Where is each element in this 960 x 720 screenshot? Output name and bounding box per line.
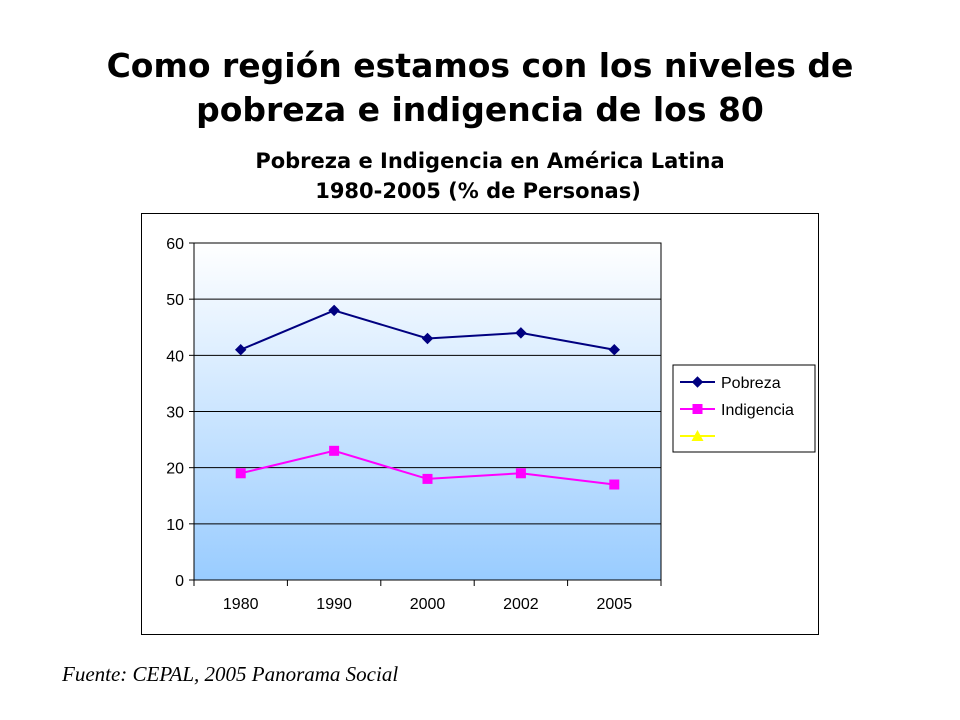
point-indigencia-1990 bbox=[329, 445, 340, 456]
slide-title: Como región estamos con los niveles de p… bbox=[40, 44, 920, 132]
y-tick-label-0: 0 bbox=[175, 573, 184, 590]
y-tick-label-40: 40 bbox=[166, 348, 184, 365]
legend-marker-1 bbox=[692, 404, 703, 414]
y-tick-label-20: 20 bbox=[166, 461, 184, 478]
point-pobreza-1990 bbox=[328, 304, 340, 317]
chart-title-line-2: 1980-2005 (% de Personas) bbox=[315, 179, 641, 203]
slide-title-line-2: pobreza e indigencia de los 80 bbox=[196, 90, 764, 129]
point-pobreza-1980 bbox=[234, 344, 247, 356]
legend-marker-2 bbox=[691, 430, 704, 441]
y-tick-label-60: 60 bbox=[166, 236, 184, 253]
y-tick-label-50: 50 bbox=[166, 292, 184, 309]
x-tick-label-1980: 1980 bbox=[223, 596, 259, 613]
legend-label-0: Pobreza bbox=[721, 375, 781, 392]
slide-title-line-1: Como región estamos con los niveles de bbox=[106, 46, 854, 85]
x-tick-label-2005: 2005 bbox=[597, 596, 633, 613]
chart-area: 0 10 20 30 40 50 60 1980 1990 2000 2002 2005 Pobrez… bbox=[141, 213, 819, 635]
point-indigencia-2005 bbox=[609, 479, 620, 490]
y-tick-label-30: 30 bbox=[166, 405, 184, 422]
y-tick-label-10: 10 bbox=[166, 517, 184, 534]
x-tick-label-2000: 2000 bbox=[410, 596, 446, 613]
point-indigencia-2002 bbox=[515, 468, 526, 479]
point-indigencia-2000 bbox=[422, 473, 433, 484]
legend-marker-0 bbox=[691, 376, 704, 388]
point-pobreza-2002 bbox=[515, 327, 527, 339]
x-tick-label-2002: 2002 bbox=[503, 596, 539, 613]
point-indigencia-1980 bbox=[235, 468, 246, 479]
line-chart: 0 10 20 30 40 50 60 1980 1990 2000 2002 2005 Pobrez… bbox=[166, 236, 816, 613]
point-pobreza-2005 bbox=[608, 344, 621, 356]
point-pobreza-2000 bbox=[421, 332, 434, 345]
source-note: Fuente: CEPAL, 2005 Panorama Social bbox=[62, 662, 399, 686]
x-tick-label-1990: 1990 bbox=[316, 596, 352, 613]
chart-title-line-1: Pobreza e Indigencia en América Latina bbox=[255, 149, 725, 173]
chart-title: Pobreza e Indigencia en América Latina 1… bbox=[0, 146, 960, 206]
legend-label-1: Indigencia bbox=[721, 402, 794, 419]
